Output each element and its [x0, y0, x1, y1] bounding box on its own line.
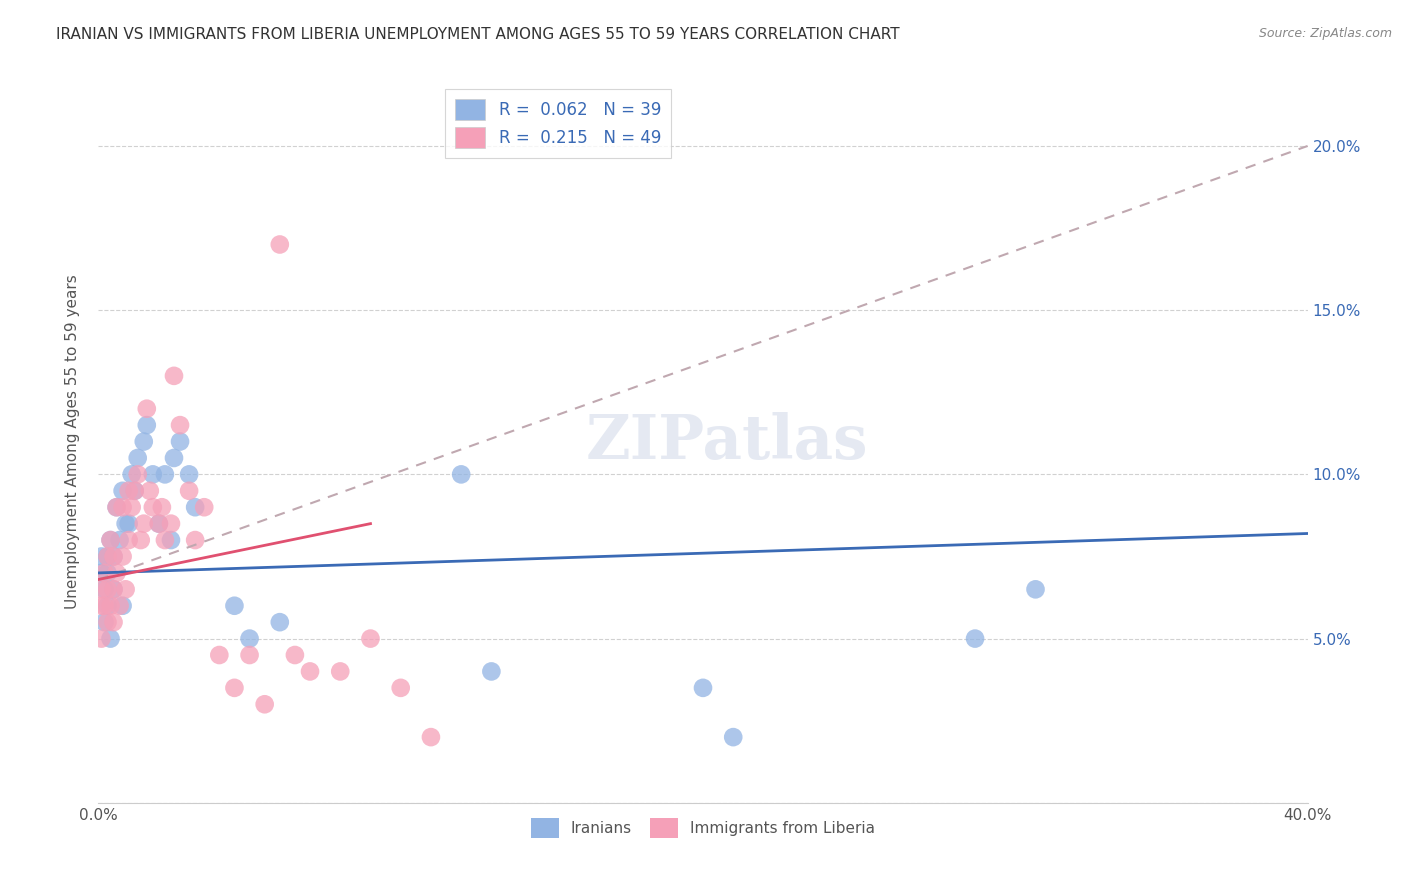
- Point: [179, 483, 201, 498]
- Text: Source: ZipAtlas.com: Source: ZipAtlas.com: [1258, 27, 1392, 40]
- Point: [100, 533, 122, 547]
- Point: [100, 632, 122, 646]
- Point: [118, 483, 141, 498]
- Point: [163, 450, 186, 465]
- Point: [121, 500, 143, 515]
- Point: [692, 681, 714, 695]
- Point: [93, 599, 115, 613]
- Point: [150, 500, 173, 515]
- Point: [184, 533, 207, 547]
- Point: [90, 599, 112, 613]
- Point: [193, 500, 215, 515]
- Point: [103, 549, 125, 564]
- Point: [108, 533, 131, 547]
- Point: [142, 467, 165, 482]
- Point: [142, 500, 165, 515]
- Point: [103, 582, 125, 597]
- Point: [329, 665, 352, 679]
- Point: [269, 237, 291, 252]
- Text: ZIPatlas: ZIPatlas: [586, 411, 869, 472]
- Legend: Iranians, Immigrants from Liberia: Iranians, Immigrants from Liberia: [523, 811, 883, 846]
- Point: [111, 599, 134, 613]
- Point: [96, 582, 118, 597]
- Text: IRANIAN VS IMMIGRANTS FROM LIBERIA UNEMPLOYMENT AMONG AGES 55 TO 59 YEARS CORREL: IRANIAN VS IMMIGRANTS FROM LIBERIA UNEMP…: [56, 27, 900, 42]
- Point: [965, 632, 987, 646]
- Point: [135, 401, 157, 416]
- Point: [93, 615, 115, 630]
- Point: [90, 566, 112, 580]
- Point: [1024, 582, 1046, 597]
- Point: [253, 698, 276, 712]
- Point: [127, 450, 149, 465]
- Point: [269, 615, 291, 630]
- Point: [124, 483, 146, 498]
- Point: [224, 599, 246, 613]
- Point: [723, 730, 745, 744]
- Point: [481, 665, 503, 679]
- Point: [169, 418, 191, 433]
- Point: [93, 566, 115, 580]
- Point: [284, 648, 307, 662]
- Point: [239, 648, 262, 662]
- Point: [114, 516, 136, 531]
- Point: [103, 582, 125, 597]
- Point: [389, 681, 412, 695]
- Point: [360, 632, 382, 646]
- Point: [90, 549, 112, 564]
- Point: [105, 500, 128, 515]
- Point: [118, 516, 141, 531]
- Point: [118, 533, 141, 547]
- Point: [111, 483, 134, 498]
- Point: [132, 434, 155, 449]
- Point: [299, 665, 322, 679]
- Point: [208, 648, 231, 662]
- Point: [184, 500, 207, 515]
- Point: [420, 730, 443, 744]
- Point: [96, 549, 118, 564]
- Y-axis label: Unemployment Among Ages 55 to 59 years: Unemployment Among Ages 55 to 59 years: [65, 274, 80, 609]
- Point: [169, 434, 191, 449]
- Point: [103, 549, 125, 564]
- Point: [163, 368, 186, 383]
- Point: [132, 516, 155, 531]
- Point: [105, 500, 128, 515]
- Point: [224, 681, 246, 695]
- Point: [160, 516, 183, 531]
- Point: [139, 483, 162, 498]
- Point: [105, 566, 128, 580]
- Point: [179, 467, 201, 482]
- Point: [450, 467, 472, 482]
- Point: [96, 599, 118, 613]
- Point: [100, 533, 122, 547]
- Point: [153, 533, 176, 547]
- Point: [96, 566, 118, 580]
- Point: [93, 582, 115, 597]
- Point: [111, 500, 134, 515]
- Point: [111, 549, 134, 564]
- Point: [153, 467, 176, 482]
- Point: [103, 615, 125, 630]
- Point: [239, 632, 262, 646]
- Point: [100, 599, 122, 613]
- Point: [135, 418, 157, 433]
- Point: [114, 582, 136, 597]
- Point: [160, 533, 183, 547]
- Point: [148, 516, 170, 531]
- Point: [96, 615, 118, 630]
- Point: [90, 632, 112, 646]
- Point: [127, 467, 149, 482]
- Point: [108, 599, 131, 613]
- Point: [148, 516, 170, 531]
- Point: [129, 533, 152, 547]
- Point: [124, 483, 146, 498]
- Point: [90, 582, 112, 597]
- Point: [121, 467, 143, 482]
- Point: [96, 549, 118, 564]
